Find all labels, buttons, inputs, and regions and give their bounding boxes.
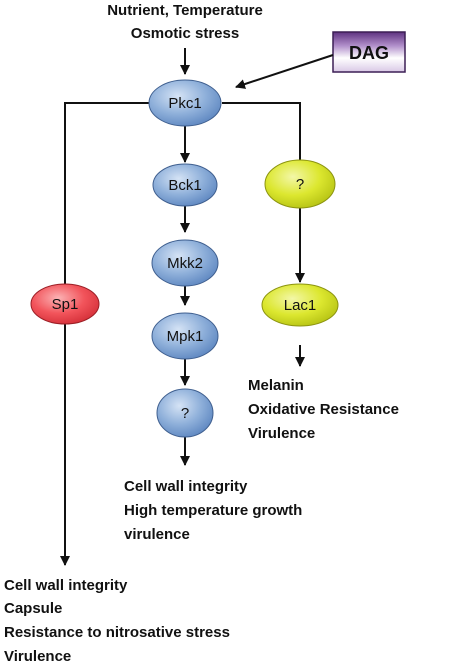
mpk1-output-1: High temperature growth bbox=[124, 502, 302, 519]
node-unknown-lac-label: ? bbox=[296, 176, 304, 193]
node-lac1: Lac1 bbox=[261, 283, 339, 327]
sp1-output-1: Capsule bbox=[4, 600, 62, 617]
dag-label: DAG bbox=[349, 43, 389, 63]
lac1-output-0: Melanin bbox=[248, 377, 304, 394]
input-label-line2: Osmotic stress bbox=[131, 25, 239, 42]
edge-pkc1-to-sp1 bbox=[64, 102, 149, 285]
node-mpk1: Mpk1 bbox=[151, 312, 219, 360]
sp1-output-0: Cell wall integrity bbox=[4, 577, 128, 594]
node-mkk2-label: Mkk2 bbox=[167, 255, 203, 272]
lac1-output-2: Virulence bbox=[248, 425, 315, 442]
arrow-dag-to-pkc1 bbox=[235, 54, 334, 89]
node-lac1-label: Lac1 bbox=[284, 297, 317, 314]
node-unknown-lac: ? bbox=[264, 159, 336, 209]
node-sp1-label: Sp1 bbox=[52, 296, 79, 313]
node-pkc1: Pkc1 bbox=[148, 79, 222, 127]
sp1-output-3: Virulence bbox=[4, 648, 71, 665]
node-mkk2: Mkk2 bbox=[151, 239, 219, 287]
node-pkc1-label: Pkc1 bbox=[168, 95, 201, 112]
node-unknown-mpk: ? bbox=[156, 388, 214, 438]
node-mpk1-label: Mpk1 bbox=[167, 328, 204, 345]
dag-box: DAG bbox=[332, 31, 406, 73]
node-sp1: Sp1 bbox=[30, 283, 100, 325]
node-bck1: Bck1 bbox=[152, 163, 218, 207]
mpk1-output-2: virulence bbox=[124, 526, 190, 543]
lac1-output-1: Oxidative Resistance bbox=[248, 401, 399, 418]
mpk1-output-0: Cell wall integrity bbox=[124, 478, 248, 495]
node-unknown-mpk-label: ? bbox=[181, 405, 189, 422]
node-bck1-label: Bck1 bbox=[168, 177, 201, 194]
input-label-line1: Nutrient, Temperature bbox=[107, 2, 263, 19]
sp1-output-2: Resistance to nitrosative stress bbox=[4, 624, 230, 641]
edge-pkc1-to-unknown-lac bbox=[222, 102, 301, 160]
